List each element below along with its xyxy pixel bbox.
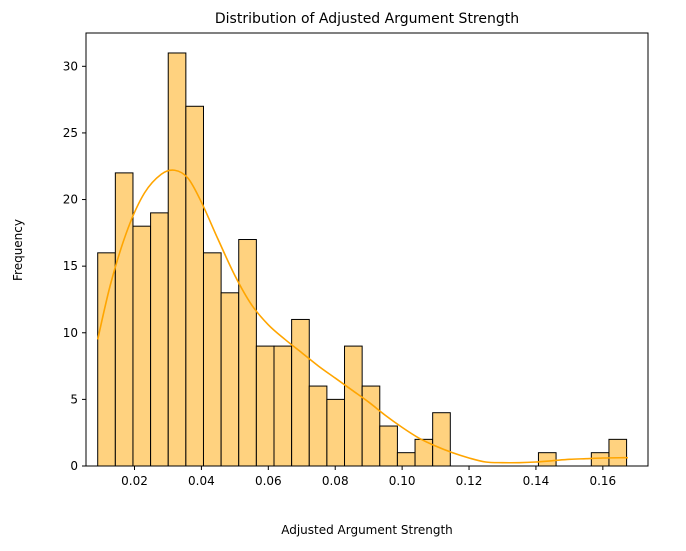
y-tick-label: 0 [70,459,78,473]
x-tick-label: 0.10 [389,474,416,488]
y-tick-label: 25 [63,126,78,140]
histogram-bar [273,345,293,467]
histogram-bar [608,438,628,467]
histogram-bar [255,345,275,467]
chart-title: Distribution of Adjusted Argument Streng… [215,11,519,27]
x-axis-ticks: 0.02 0.04 0.06 0.08 0.10 0.12 0.14 0.16 [121,466,616,488]
y-tick-label: 30 [63,59,78,73]
histogram-bar [202,252,222,467]
y-tick-label: 5 [70,392,78,406]
histogram-bar [326,398,346,467]
x-tick-label: 0.14 [523,474,550,488]
y-tick-label: 15 [63,259,78,273]
histogram-bar [344,345,363,467]
kde-layer [96,169,628,464]
histogram-bar [97,252,116,467]
histogram-bar [379,425,398,467]
histogram-bar [114,172,134,467]
x-tick-label: 0.02 [121,474,148,488]
histogram-bar [590,452,610,467]
histogram-bar [396,452,416,467]
histogram-bar [185,105,204,467]
x-tick-label: 0.06 [255,474,282,488]
x-tick-label: 0.12 [456,474,483,488]
histogram-bar [220,292,240,467]
histogram-bar [361,385,381,467]
x-tick-label: 0.16 [589,474,616,488]
x-axis-label: Adjusted Argument Strength [281,523,453,537]
plot-frame [85,32,649,467]
histogram-bar [132,225,152,467]
histogram-bar [167,52,187,467]
bars-layer [97,52,628,467]
histogram-bar [238,239,257,467]
histogram-bar [537,452,557,467]
histogram-bar [291,318,310,467]
histogram-bar [432,412,451,467]
histogram-bar [308,385,328,467]
y-tick-label: 10 [63,326,78,340]
x-tick-label: 0.04 [188,474,215,488]
y-axis-label: Frequency [11,219,25,281]
kde-line [96,169,628,464]
histogram-bar [150,212,169,467]
y-tick-label: 20 [63,193,78,207]
y-axis-ticks: 0 5 10 15 20 25 30 [63,59,86,473]
x-tick-label: 0.08 [322,474,349,488]
